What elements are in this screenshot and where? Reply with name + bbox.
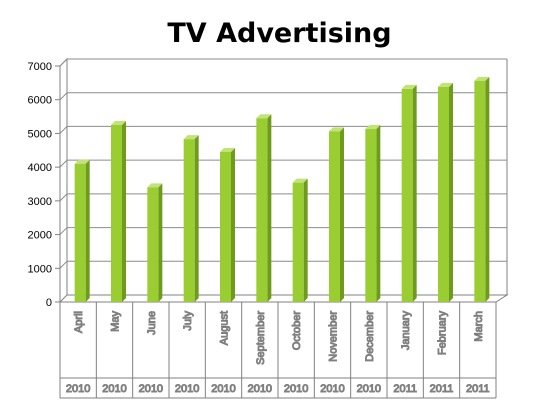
bar-side <box>194 135 199 302</box>
x-category-label: February <box>437 311 449 356</box>
x-category-label: January <box>400 311 412 351</box>
bar-side <box>485 76 490 302</box>
x-year-label: 2010 <box>320 383 344 395</box>
y-tick-label: 2000 <box>28 230 52 242</box>
x-year-label: 2010 <box>211 383 235 395</box>
bar <box>365 125 381 302</box>
bar-top <box>292 178 308 183</box>
bar-top <box>74 159 90 164</box>
plot-wall <box>58 57 509 303</box>
bar-front <box>220 151 231 302</box>
x-category-label: December <box>364 311 376 362</box>
bar-side <box>303 178 308 302</box>
x-year-label: 2010 <box>357 383 381 395</box>
x-year-label: 2011 <box>393 383 417 395</box>
bar-front <box>256 118 268 302</box>
gridline <box>59 260 507 269</box>
bar-top <box>220 147 235 152</box>
x-category-label: March <box>473 311 485 342</box>
bar <box>438 82 453 302</box>
bar-front <box>401 88 413 302</box>
bar-front <box>292 182 304 302</box>
bar-top <box>438 82 453 87</box>
plot-side-wall <box>59 57 68 302</box>
category-table: April May June July August September October No… <box>59 302 497 399</box>
bar-side <box>376 125 381 302</box>
bar-side <box>267 114 272 302</box>
bar-side <box>85 159 90 302</box>
bar <box>401 84 417 302</box>
bar-side <box>449 82 453 302</box>
y-tick-label: 1000 <box>28 263 52 275</box>
bar-top <box>401 84 417 89</box>
x-category-label: April <box>73 311 85 333</box>
x-category-label: September <box>255 311 267 365</box>
bar-front <box>183 139 195 302</box>
y-axis-ticks: 0 1000 2000 3000 4000 5000 6000 7000 <box>28 61 60 309</box>
x-year-label: 2010 <box>284 383 308 395</box>
x-year-label: 2010 <box>248 383 272 395</box>
bar-front <box>438 86 449 302</box>
bar-top <box>147 183 163 188</box>
bar-side <box>412 84 417 302</box>
bar <box>74 159 90 302</box>
y-tick-label: 3000 <box>28 196 52 208</box>
bar-top <box>474 76 490 81</box>
bar <box>474 76 490 302</box>
bar-side <box>340 127 344 302</box>
y-tick-label: 0 <box>46 297 52 309</box>
bar <box>292 178 308 302</box>
x-year-label: 2010 <box>102 383 126 395</box>
x-year-label: 2010 <box>175 383 199 395</box>
bar-side <box>231 147 235 302</box>
x-year-label: 2011 <box>466 383 490 395</box>
gridlines <box>59 58 507 269</box>
bar-front <box>365 129 377 302</box>
bar-front <box>329 131 340 302</box>
x-category-label: June <box>146 311 158 335</box>
gridline <box>59 193 507 202</box>
x-category-label: July <box>182 311 194 331</box>
y-tick-label: 5000 <box>28 128 52 140</box>
x-category-label: August <box>219 311 231 345</box>
bar-side <box>158 183 163 302</box>
x-category-label: November <box>328 311 340 362</box>
bar-front <box>111 125 122 302</box>
x-category-label: October <box>291 311 303 350</box>
gridline <box>59 227 507 235</box>
bar <box>111 121 126 302</box>
gridline <box>59 58 507 67</box>
bar-top <box>329 127 344 132</box>
y-tick-label: 7000 <box>28 61 52 73</box>
bar-side <box>122 121 126 302</box>
gridline <box>59 92 507 101</box>
bar-top <box>256 114 272 119</box>
bar <box>329 127 344 302</box>
y-tick-label: 4000 <box>28 162 52 174</box>
x-category-label: May <box>110 311 122 332</box>
bar-front <box>147 187 159 302</box>
bar-top <box>111 121 126 125</box>
bar-front <box>74 163 86 302</box>
bar <box>220 147 235 302</box>
bar <box>256 114 272 302</box>
bar <box>147 183 163 302</box>
x-year-label: 2010 <box>139 383 163 395</box>
gridline <box>59 159 507 168</box>
bar <box>183 135 199 302</box>
chart-title: TV Advertising <box>167 18 392 49</box>
bar-front <box>474 80 486 302</box>
gridline <box>59 125 507 134</box>
y-tick-label: 6000 <box>28 95 52 107</box>
x-year-label: 2011 <box>430 383 454 395</box>
bars <box>74 76 490 302</box>
bar-top <box>183 135 199 140</box>
bar-top <box>365 125 381 130</box>
x-year-label: 2010 <box>66 383 90 395</box>
